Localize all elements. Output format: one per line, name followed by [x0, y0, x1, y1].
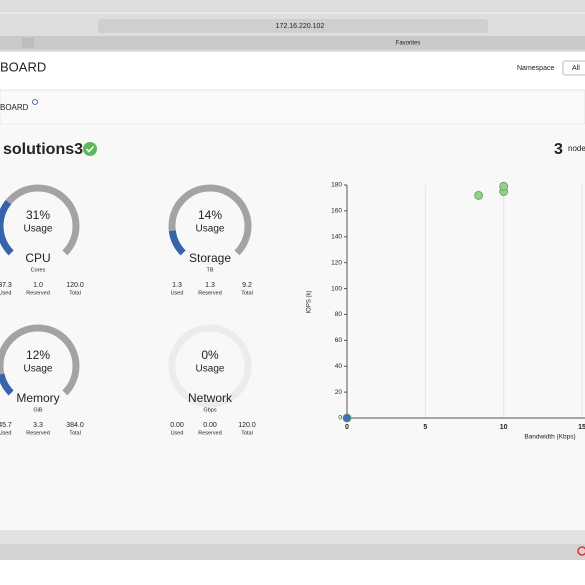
url: 172.16.220.102: [276, 23, 325, 30]
y-tick-label: 0: [338, 415, 342, 422]
stat-label: Total: [241, 430, 253, 436]
alert-icon[interactable]: [577, 546, 585, 556]
stat-label: Reserved: [26, 290, 50, 296]
gauge-usage: Usage: [196, 364, 225, 375]
x-tick-label: 5: [423, 424, 427, 431]
gauge-usage: Usage: [196, 224, 225, 235]
status-check: [85, 145, 95, 153]
stat-value: 45.7: [0, 422, 12, 429]
chrome-line: [0, 12, 585, 14]
stat-value: 384.0: [66, 422, 84, 429]
namespace-select[interactable]: [562, 60, 585, 76]
x-tick-label: 10: [500, 424, 508, 431]
stat-label: Used: [171, 430, 184, 436]
gauge-name: Storage: [189, 251, 231, 265]
stat-value: 120.0: [238, 422, 256, 429]
stat-label: Total: [241, 290, 253, 296]
y-tick-label: 100: [331, 285, 342, 292]
status-icon: [83, 142, 97, 156]
y-tick-label: 60: [335, 337, 343, 344]
status-bar: [0, 544, 585, 560]
stat-value: 120.0: [66, 282, 84, 289]
stat-label: Used: [0, 290, 11, 296]
favorites-bar: [0, 36, 585, 50]
nodes-label: node: [568, 144, 585, 153]
point: [474, 190, 484, 200]
stat-value: 1.3: [205, 282, 215, 289]
subheader-title: BOARD: [0, 103, 29, 112]
cluster-name: solutions3: [3, 141, 83, 158]
y-tick-label: 40: [335, 363, 343, 370]
gauge-unit: GiB: [33, 407, 43, 413]
gauge-track: [168, 184, 252, 256]
point: [499, 181, 509, 191]
gauge-unit: Cores: [31, 267, 46, 273]
stat-value: 3.3: [33, 422, 43, 429]
app-title: BOARD: [0, 59, 46, 74]
stat-value: 0.00: [170, 422, 184, 429]
y-tick-label: 80: [335, 311, 343, 318]
stat-value: 0.00: [203, 422, 217, 429]
gauge-unit: Gbps: [203, 407, 216, 413]
gauge-name: CPU: [25, 251, 50, 265]
gauge-usage: Usage: [24, 364, 53, 375]
y-tick-label: 180: [331, 182, 342, 189]
stat-value: 9.2: [242, 282, 252, 289]
info-icon[interactable]: [32, 99, 38, 105]
y-tick-label: 120: [331, 259, 342, 266]
gauge-name: Network: [188, 391, 233, 405]
app-header: [0, 52, 585, 90]
nodes-count: 3: [554, 141, 563, 158]
y-tick-label: 160: [331, 208, 342, 215]
y-axis-label: IOPS (k): [307, 290, 313, 313]
gauge-name: Memory: [16, 391, 59, 405]
gauge-value: [168, 230, 186, 256]
y-tick-label: 140: [331, 233, 342, 240]
gauge-percent: 14%: [198, 208, 222, 222]
stat-label: Total: [69, 430, 81, 436]
stat-value: 1.0: [33, 282, 43, 289]
gauge-percent: 12%: [26, 348, 50, 362]
stat-label: Used: [0, 430, 11, 436]
tab-icon[interactable]: [22, 38, 34, 48]
stat-label: Reserved: [198, 430, 222, 436]
namespace-label: Namespace: [517, 65, 554, 72]
y-tick-label: 20: [335, 389, 343, 396]
stat-label: Reserved: [198, 290, 222, 296]
x-tick-label: 0: [345, 424, 349, 431]
namespace-value: All: [572, 65, 580, 72]
footer-bar: [0, 530, 585, 544]
stat-label: Total: [69, 290, 81, 296]
stat-label: Used: [171, 290, 184, 296]
stat-value: 1.3: [172, 282, 182, 289]
gauge-unit: TB: [206, 267, 213, 273]
bottom-margin: [0, 560, 585, 585]
stat-label: Reserved: [26, 430, 50, 436]
favorites: Favorites: [396, 41, 421, 47]
gauge-usage: Usage: [24, 224, 53, 235]
gauge-percent: 0%: [201, 348, 219, 362]
gauge-percent: 31%: [26, 208, 50, 222]
content: [0, 124, 585, 530]
gauge-value: [0, 373, 14, 396]
x-tick-label: 15: [578, 424, 585, 431]
point: [342, 413, 352, 423]
gauge-track: [0, 324, 80, 396]
gauge-track: [168, 324, 252, 408]
subheader: [0, 89, 585, 125]
stat-value: 37.3: [0, 282, 12, 289]
x-axis-label: Bandwidth (Kbps): [524, 434, 575, 441]
url-bar[interactable]: [98, 19, 488, 33]
gauge-value: [0, 200, 14, 256]
